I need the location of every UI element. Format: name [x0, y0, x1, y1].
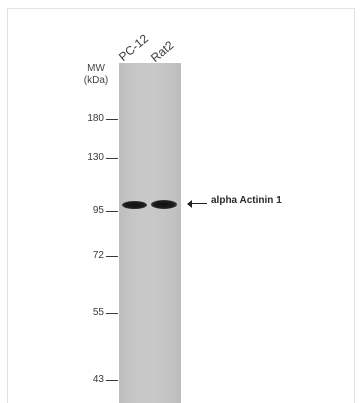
marker-tick	[106, 211, 118, 212]
marker-tick	[106, 380, 118, 381]
marker-label: 72	[92, 250, 104, 261]
band-pc12	[122, 201, 147, 209]
marker-130: 130	[76, 152, 120, 164]
marker-tick	[106, 119, 118, 120]
marker-tick	[106, 158, 118, 159]
marker-label: 55	[92, 307, 104, 318]
target-protein-label: alpha Actinin 1	[211, 195, 282, 206]
marker-tick	[106, 313, 118, 314]
arrow-shaft	[190, 203, 207, 204]
marker-180: 180	[76, 113, 120, 125]
figure-frame	[7, 8, 355, 403]
marker-label: 43	[92, 374, 104, 385]
marker-72: 72	[76, 250, 120, 262]
mw-header-line2: (kDa)	[83, 75, 109, 86]
marker-tick	[106, 256, 118, 257]
marker-label: 180	[87, 113, 104, 124]
left-arrow-icon	[187, 200, 207, 208]
mw-header-line1: MW	[87, 63, 105, 74]
marker-label: 95	[92, 205, 104, 216]
mw-header: MW (kDa)	[78, 63, 114, 87]
marker-95: 95	[76, 205, 120, 217]
marker-label: 130	[87, 152, 104, 163]
arrow-head	[187, 200, 192, 208]
band-rat2	[151, 200, 177, 209]
blot-membrane	[119, 63, 181, 403]
marker-43: 43	[76, 374, 120, 386]
marker-55: 55	[76, 307, 120, 319]
